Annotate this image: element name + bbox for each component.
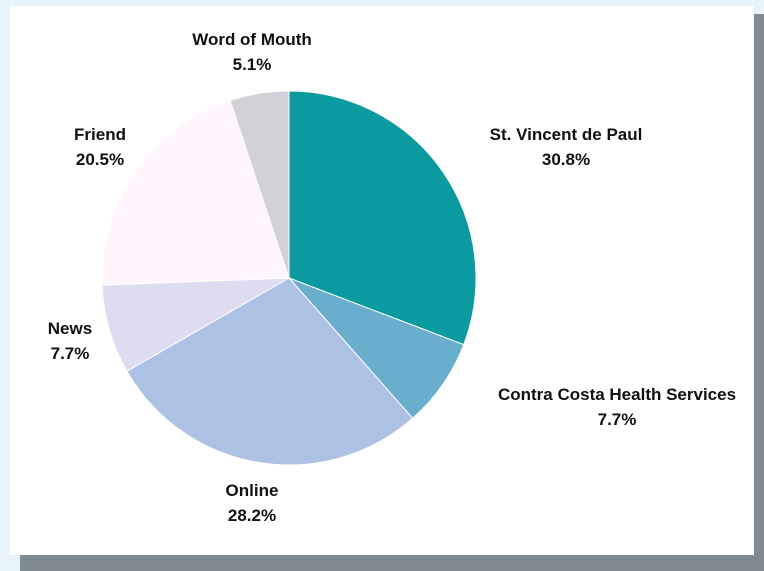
- slice-value-label-1: 30.8%: [542, 150, 590, 169]
- slice-label-2: Contra Costa Health Services: [498, 385, 736, 404]
- slice-label-5: Friend: [74, 125, 126, 144]
- slice-value-label-6: 5.1%: [233, 55, 272, 74]
- slice-value-label-2: 7.7%: [598, 410, 637, 429]
- slice-value-label-5: 20.5%: [76, 150, 124, 169]
- slice-value-label-4: 7.7%: [51, 344, 90, 363]
- slice-value-label-3: 28.2%: [228, 506, 276, 525]
- slice-label-3: Online: [226, 481, 279, 500]
- slice-label-6: Word of Mouth: [192, 30, 312, 49]
- slice-label-1: St. Vincent de Paul: [490, 125, 643, 144]
- slice-label-4: News: [48, 319, 92, 338]
- pie-slices: [102, 91, 476, 465]
